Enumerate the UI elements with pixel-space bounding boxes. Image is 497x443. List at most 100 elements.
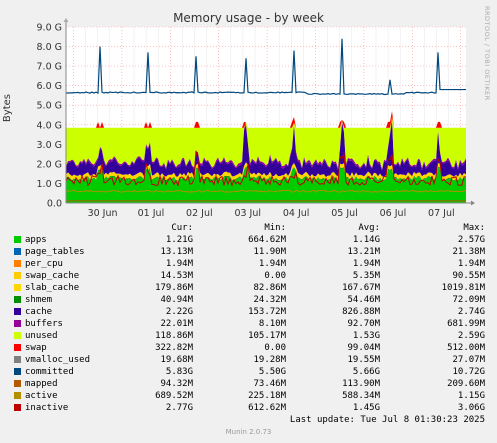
legend-avg-value: 13.21M (347, 247, 380, 257)
legend-row-unused: unused 118.86M 105.17M 1.53G 2.59G (0, 330, 497, 342)
legend-row-mapped: mapped 94.32M 73.46M 113.90M 209.60M (0, 378, 497, 390)
legend-avg-value: 5.35M (352, 271, 380, 281)
legend-cur-value: 5.83G (165, 367, 193, 377)
y-tick-label: 7.0 G (37, 62, 63, 73)
line-inactive (65, 150, 467, 187)
x-tick-label: 02 Jul (186, 208, 213, 219)
legend-label: apps (25, 235, 47, 245)
legend-label: swap_cache (25, 271, 80, 281)
legend-cur-value: 689.52M (155, 391, 193, 401)
legend-row-vmalloc-used: vmalloc_used 19.68M 19.28M 19.55M 27.07M (0, 354, 497, 366)
legend-swatch (14, 284, 21, 291)
legend-avg-value: 167.67M (342, 283, 380, 293)
legend-swatch (14, 344, 21, 351)
legend-min-value: 73.46M (253, 379, 286, 389)
legend-row-swap-cache: swap_cache 14.53M 0.00 5.35M 90.55M (0, 270, 497, 282)
legend-label: committed (25, 367, 74, 377)
area-unused (66, 116, 466, 170)
legend-min-value: 105.17M (248, 331, 286, 341)
x-tick-label: 07 Jul (428, 208, 455, 219)
legend-row-inactive: inactive 2.77G 612.62M 1.45G 3.06G (0, 402, 497, 414)
y-tick-label: 4.0 G (37, 120, 63, 131)
legend-label: unused (25, 331, 58, 341)
legend-cur-value: 179.86M (155, 283, 193, 293)
legend-swatch (14, 320, 21, 327)
y-tick-label: 5.0 G (37, 101, 63, 112)
column-header-min: Min: (264, 223, 286, 233)
legend-label: vmalloc_used (25, 355, 91, 365)
legend-row-swap: swap 322.82M 0.00 99.04M 512.00M (0, 342, 497, 354)
legend-swatch (14, 308, 21, 315)
legend-max-value: 2.59G (457, 331, 485, 341)
legend-row-committed: committed 5.83G 5.50G 5.66G 10.72G (0, 366, 497, 378)
area-cache (66, 120, 466, 178)
legend-swatch (14, 296, 21, 303)
legend-min-value: 612.62M (248, 403, 286, 413)
legend-label: mapped (25, 379, 58, 389)
line-committed (65, 38, 466, 96)
legend-row-per-cpu: per_cpu 1.94M 1.94M 1.94M 1.94M (0, 258, 497, 270)
legend-max-value: 3.06G (457, 403, 485, 413)
y-tick-label: 6.0 G (37, 81, 63, 92)
legend-min-value: 0.00 (264, 271, 286, 281)
legend-avg-value: 19.55M (347, 355, 380, 365)
legend-max-value: 2.57G (457, 235, 485, 245)
x-tick-label: 05 Jul (331, 208, 358, 219)
legend-avg-value: 113.90M (342, 379, 380, 389)
x-tick-label: 03 Jul (234, 208, 261, 219)
legend-swatch (14, 392, 21, 399)
legend-avg-value: 1.45G (352, 403, 380, 413)
munin-version: Munin 2.0.73 (225, 428, 272, 436)
legend-cur-value: 13.13M (160, 247, 193, 257)
legend-cur-value: 19.68M (160, 355, 193, 365)
column-header-max: Max: (463, 223, 485, 233)
legend-label: slab_cache (25, 283, 80, 293)
legend-swatch (14, 380, 21, 387)
legend-max-value: 10.72G (452, 367, 485, 377)
legend-swatch (14, 368, 21, 375)
area-slab-cache (66, 162, 466, 181)
legend-max-value: 72.09M (452, 295, 485, 305)
legend-min-value: 153.72M (248, 307, 286, 317)
chart-title: Memory usage - by week (173, 11, 324, 25)
legend-label: inactive (25, 403, 69, 413)
legend-label: buffers (25, 319, 63, 329)
legend-avg-value: 5.66G (352, 367, 380, 377)
legend-row-active: active 689.52M 225.18M 588.34M 1.15G (0, 390, 497, 402)
legend-avg-value: 1.14G (352, 235, 380, 245)
x-tick-label: 04 Jul (283, 208, 310, 219)
y-tick-label: 2.0 G (37, 159, 63, 170)
legend-max-value: 90.55M (452, 271, 485, 281)
legend-cur-value: 22.01M (160, 319, 193, 329)
legend-avg-value: 54.46M (347, 295, 380, 305)
legend-cur-value: 322.82M (155, 343, 193, 353)
legend-label: active (25, 391, 58, 401)
legend-min-value: 225.18M (248, 391, 286, 401)
legend-max-value: 512.00M (447, 343, 485, 353)
legend-min-value: 19.28M (253, 355, 286, 365)
legend-cur-value: 1.21G (165, 235, 193, 245)
legend-min-value: 0.00 (264, 343, 286, 353)
legend-max-value: 1.94M (457, 259, 485, 269)
legend-cur-value: 118.86M (155, 331, 193, 341)
legend-label: swap (25, 343, 47, 353)
legend-avg-value: 826.88M (342, 307, 380, 317)
legend-row-page-tables: page_tables 13.13M 11.90M 13.21M 21.38M (0, 246, 497, 258)
legend-min-value: 82.86M (253, 283, 286, 293)
line-active (65, 189, 467, 193)
legend-max-value: 21.38M (452, 247, 485, 257)
legend-avg-value: 1.94M (352, 259, 380, 269)
legend-min-value: 1.94M (258, 259, 286, 269)
x-tick-label: 01 Jul (138, 208, 165, 219)
x-tick-label: 30 Jun (88, 208, 118, 219)
x-axis-arrow (471, 200, 475, 206)
legend-cur-value: 94.32M (160, 379, 193, 389)
legend-swatch (14, 356, 21, 363)
legend-min-value: 664.62M (248, 235, 286, 245)
legend-label: cache (25, 307, 53, 317)
area-apps (66, 167, 466, 203)
y-axis-label: Bytes (2, 94, 13, 123)
legend-row-shmem: shmem 40.94M 24.32M 54.46M 72.09M (0, 294, 497, 306)
legend-cur-value: 40.94M (160, 295, 193, 305)
